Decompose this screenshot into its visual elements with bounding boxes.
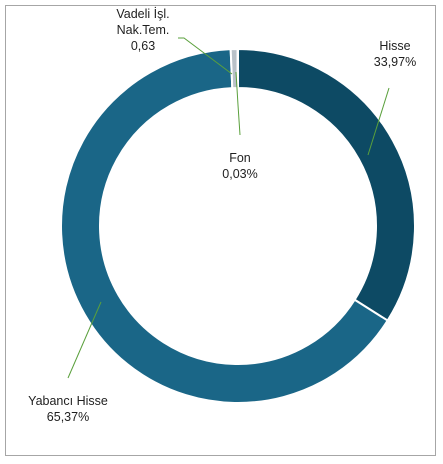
- label-vadeli-i-l-nak-tem: Vadeli İşl. Nak.Tem. 0,63: [116, 7, 169, 53]
- label-line: Fon: [229, 151, 251, 165]
- label-line: 33,97%: [374, 55, 416, 69]
- leader-line-vadeli-i-l-nak-tem: [178, 37, 233, 75]
- label-line: 0,03%: [222, 167, 257, 181]
- donut-slices: [60, 47, 416, 404]
- leader-line-fon: [235, 71, 241, 136]
- leader-lines: [67, 37, 390, 379]
- label-fon: Fon 0,03%: [222, 151, 257, 181]
- slice-yabanc-hisse: [60, 48, 390, 404]
- label-line: Yabancı Hisse: [28, 394, 108, 408]
- leader-line-hisse: [367, 87, 390, 156]
- label-line: 0,63: [131, 39, 155, 53]
- label-line: Vadeli İşl.: [116, 7, 169, 21]
- slice-labels: Hisse 33,97% Yabancı Hisse 65,37% Vadeli İşl…: [28, 7, 416, 424]
- label-hisse: Hisse 33,97%: [374, 39, 416, 69]
- label-line: 65,37%: [47, 410, 89, 424]
- label-line: Hisse: [379, 39, 410, 53]
- label-yabanc-hisse: Yabancı Hisse 65,37%: [28, 394, 108, 424]
- label-line: Nak.Tem.: [117, 23, 170, 37]
- leader-line-yabanc-hisse: [67, 301, 102, 379]
